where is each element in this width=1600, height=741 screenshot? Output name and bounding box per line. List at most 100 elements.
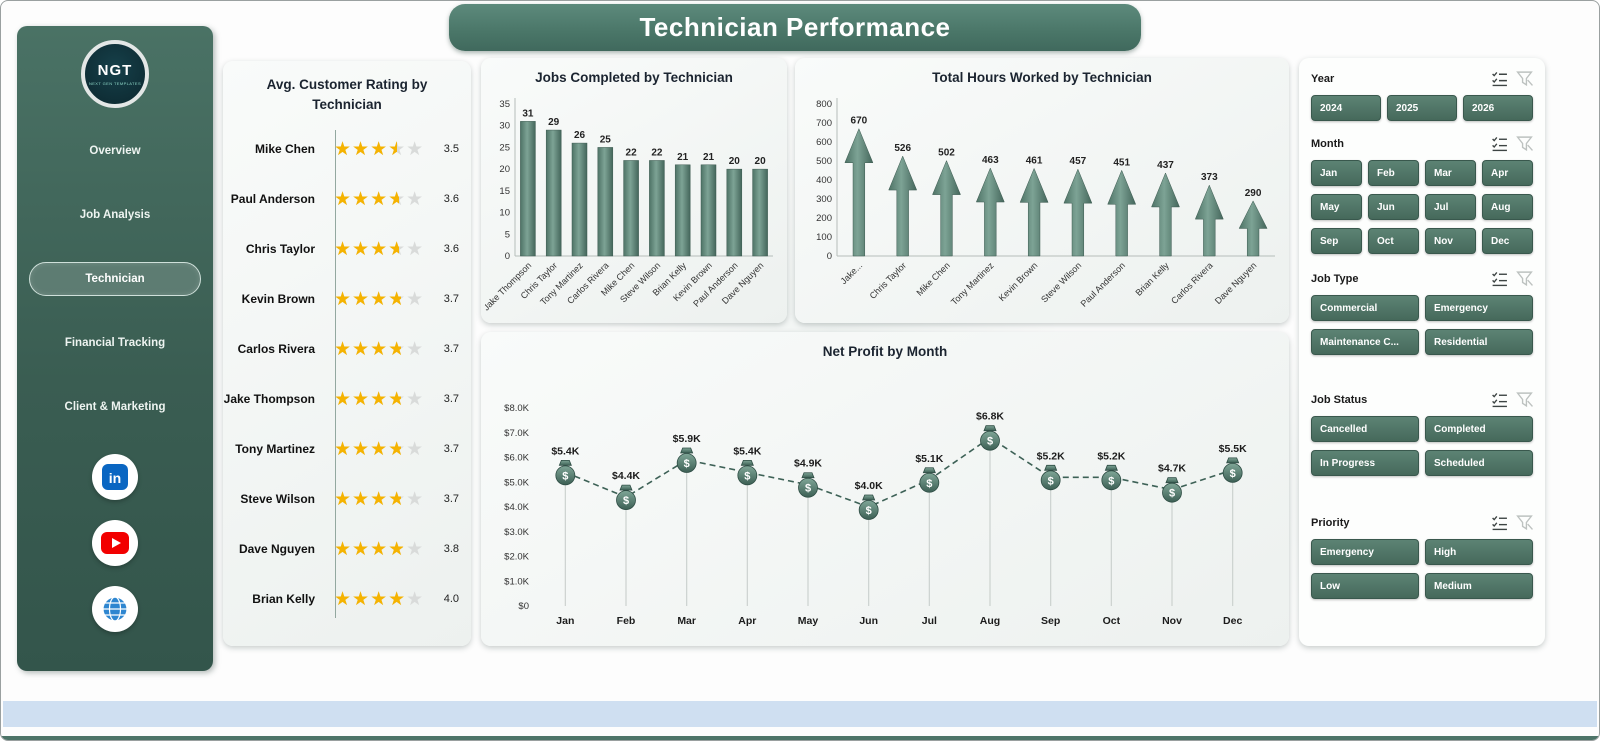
rating-value: 3.8 <box>443 543 459 556</box>
filter-option-apr[interactable]: Apr <box>1482 160 1533 186</box>
svg-text:in: in <box>109 470 121 486</box>
svg-text:21: 21 <box>677 151 689 162</box>
svg-text:Jun: Jun <box>859 615 878 627</box>
filter-option-medium[interactable]: Medium <box>1425 573 1533 599</box>
svg-text:$6.8K: $6.8K <box>976 410 1004 422</box>
filter-option-nov[interactable]: Nov <box>1425 228 1476 254</box>
svg-text:20: 20 <box>755 156 767 167</box>
rating-row: Brian Kelly ★★★★★★★★★★ 4.0 <box>223 574 471 624</box>
sidebar-item-technician[interactable]: Technician <box>29 262 201 296</box>
filter-option-aug[interactable]: Aug <box>1482 194 1533 220</box>
filter-group-label: Job Type <box>1311 272 1359 285</box>
filter-option-scheduled[interactable]: Scheduled <box>1425 450 1533 476</box>
svg-text:Steve Wilson: Steve Wilson <box>1039 260 1083 304</box>
filter-option-jun[interactable]: Jun <box>1368 194 1419 220</box>
svg-text:31: 31 <box>522 108 534 119</box>
select-all-icon[interactable] <box>1491 135 1508 152</box>
star-rating: ★★★★★★★★★★ <box>334 488 425 510</box>
svg-text:$7.0K: $7.0K <box>504 427 529 438</box>
logo-subtext: NEXT GEN TEMPLATES <box>88 81 142 86</box>
youtube-icon[interactable] <box>92 520 138 566</box>
svg-text:Jul: Jul <box>922 615 937 627</box>
filter-option-may[interactable]: May <box>1311 194 1362 220</box>
sidebar-item-client-marketing[interactable]: Client & Marketing <box>64 401 166 413</box>
rating-row: Dave Nguyen ★★★★★★★★★★ 3.8 <box>223 524 471 574</box>
rating-row: Mike Chen ★★★★★★★★★★ 3.5 <box>223 124 471 174</box>
net-profit-chart[interactable]: $0 $1.0K $2.0K $3.0K $4.0K $5.0K $6.0K $7.0K $8.… <box>485 362 1285 640</box>
svg-text:15: 15 <box>499 185 510 196</box>
sidebar: NGT NEXT GEN TEMPLATES Overview Job Analy… <box>17 26 213 671</box>
sidebar-item-overview[interactable]: Overview <box>89 145 141 157</box>
rating-value: 3.7 <box>443 443 459 456</box>
bottom-accent-line <box>1 736 1599 740</box>
filter-option-emergency[interactable]: Emergency <box>1425 295 1533 321</box>
svg-text:457: 457 <box>1070 156 1087 167</box>
svg-text:Kevin Brown: Kevin Brown <box>997 260 1040 303</box>
clear-filter-icon[interactable] <box>1516 135 1533 152</box>
select-all-icon[interactable] <box>1491 391 1508 408</box>
globe-icon[interactable] <box>92 586 138 632</box>
rating-panel: Avg. Customer Rating by Technician Mike … <box>223 61 471 646</box>
sidebar-item-financial-tracking[interactable]: Financial Tracking <box>64 337 166 349</box>
svg-text:0: 0 <box>505 251 510 262</box>
filter-option-sep[interactable]: Sep <box>1311 228 1362 254</box>
filter-option-jan[interactable]: Jan <box>1311 160 1362 186</box>
svg-text:Dave Nguyen: Dave Nguyen <box>1213 260 1259 306</box>
sidebar-item-job-analysis[interactable]: Job Analysis <box>79 209 151 221</box>
clear-filter-icon[interactable] <box>1516 270 1533 287</box>
star-rating: ★★★★★★★★★★ <box>334 588 425 610</box>
svg-text:$: $ <box>1169 487 1175 499</box>
filter-option-mar[interactable]: Mar <box>1425 160 1476 186</box>
svg-text:May: May <box>798 615 819 627</box>
svg-text:$4.9K: $4.9K <box>794 457 822 469</box>
filter-option-completed[interactable]: Completed <box>1425 416 1533 442</box>
filter-option-2026[interactable]: 2026 <box>1463 95 1533 121</box>
star-rating: ★★★★★★★★★★ <box>334 438 425 460</box>
svg-text:$5.2K: $5.2K <box>1097 450 1125 462</box>
filter-option-maintenance-c[interactable]: Maintenance C... <box>1311 329 1419 355</box>
linkedin-icon[interactable]: in <box>92 454 138 500</box>
select-all-icon[interactable] <box>1491 70 1508 87</box>
filter-option-commercial[interactable]: Commercial <box>1311 295 1419 321</box>
clear-filter-icon[interactable] <box>1516 391 1533 408</box>
svg-text:Paul Anderson: Paul Anderson <box>1079 260 1127 308</box>
svg-text:20: 20 <box>499 164 510 175</box>
svg-text:502: 502 <box>938 147 955 158</box>
svg-text:Sep: Sep <box>1041 615 1060 627</box>
filter-option-2025[interactable]: 2025 <box>1387 95 1457 121</box>
filter-option-emergency[interactable]: Emergency <box>1311 539 1419 565</box>
filter-option-in-progress[interactable]: In Progress <box>1311 450 1419 476</box>
filter-option-dec[interactable]: Dec <box>1482 228 1533 254</box>
rating-row: Carlos Rivera ★★★★★★★★★★ 3.7 <box>223 324 471 374</box>
clear-filter-icon[interactable] <box>1516 514 1533 531</box>
filter-option-feb[interactable]: Feb <box>1368 160 1419 186</box>
sidebar-nav: Overview Job Analysis Technician Financial … <box>17 134 213 424</box>
svg-text:$4.4K: $4.4K <box>612 470 640 482</box>
select-all-icon[interactable] <box>1491 270 1508 287</box>
filter-option-low[interactable]: Low <box>1311 573 1419 599</box>
filter-option-jul[interactable]: Jul <box>1425 194 1476 220</box>
svg-text:$: $ <box>623 495 629 507</box>
select-all-icon[interactable] <box>1491 514 1508 531</box>
filter-option-oct[interactable]: Oct <box>1368 228 1419 254</box>
social-links: in <box>17 454 213 632</box>
svg-text:437: 437 <box>1157 160 1174 171</box>
rating-row: Steve Wilson ★★★★★★★★★★ 3.7 <box>223 474 471 524</box>
filter-option-cancelled[interactable]: Cancelled <box>1311 416 1419 442</box>
svg-text:$2.0K: $2.0K <box>504 551 529 562</box>
svg-text:$4.7K: $4.7K <box>1158 462 1186 474</box>
technician-name: Chris Taylor <box>245 241 315 256</box>
hours-worked-chart[interactable]: 0 100 200 300 400 500 600 700 800 670 Jake... 526 Ch… <box>799 88 1285 320</box>
svg-text:22: 22 <box>651 147 663 158</box>
svg-text:10: 10 <box>499 207 510 218</box>
clear-filter-icon[interactable] <box>1516 70 1533 87</box>
technician-name: Carlos Rivera <box>237 341 315 356</box>
filter-option-high[interactable]: High <box>1425 539 1533 565</box>
filter-group-header: Job Type <box>1311 270 1533 287</box>
filter-option-residential[interactable]: Residential <box>1425 329 1533 355</box>
svg-text:Nov: Nov <box>1162 615 1182 627</box>
svg-text:200: 200 <box>816 213 832 224</box>
filter-option-2024[interactable]: 2024 <box>1311 95 1381 121</box>
